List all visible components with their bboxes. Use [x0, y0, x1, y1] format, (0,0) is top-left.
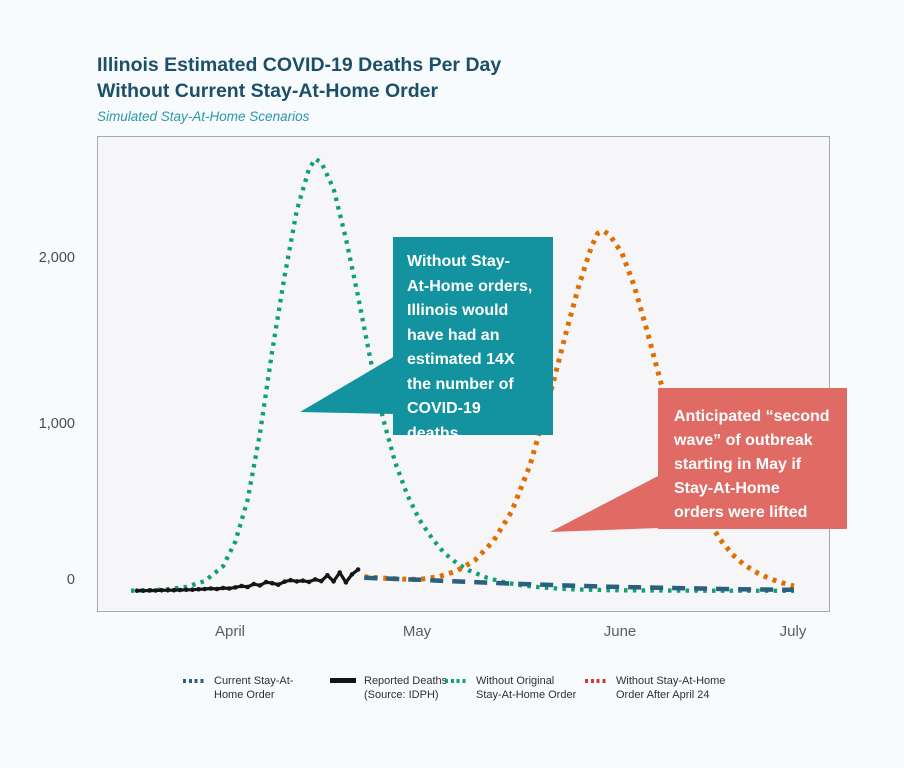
- callout-second-wave: Anticipated “second wave” of outbreak st…: [658, 388, 847, 529]
- title-line-1: Illinois Estimated COVID-19 Deaths Per D…: [97, 54, 502, 76]
- x-tick-june: June: [603, 623, 637, 640]
- callout-no-orders: Without Stay- At-Home orders, Illinois w…: [393, 237, 553, 442]
- plot-area: [97, 136, 830, 612]
- y-tick-1000: 1,000: [38, 416, 75, 432]
- page-title: Illinois Estimated COVID-19 Deaths Per D…: [97, 52, 501, 104]
- chart-subtitle: Simulated Stay-At-Home Scenarios: [97, 109, 310, 124]
- x-tick-april: April: [214, 623, 245, 640]
- legend-item-reported-deaths: Reported Deaths (Source: IDPH): [330, 674, 447, 702]
- legend-item-after-april-24: Without Stay-At-Home Order After April 2…: [585, 674, 725, 702]
- title-line-2: Without Current Stay-At-Home Order: [97, 80, 439, 102]
- legend-swatch-without-original: [445, 679, 468, 683]
- legend-swatch-current-order: [183, 679, 206, 683]
- plot-svg: [130, 156, 795, 593]
- legend-swatch-reported-deaths: [330, 678, 356, 683]
- x-tick-july: July: [779, 623, 807, 640]
- legend-item-current-order: Current Stay-At- Home Order: [183, 674, 293, 702]
- y-tick-2000: 2,000: [38, 250, 75, 266]
- legend-swatch-after-april-24: [585, 679, 608, 683]
- legend-label-current-order: Current Stay-At- Home Order: [214, 675, 294, 701]
- callout-no-orders-tail: [300, 356, 395, 414]
- callout-second-wave-tail: [550, 475, 660, 532]
- legend-item-without-original: Without Original Stay-At-Home Order: [445, 674, 576, 702]
- legend-label-reported-deaths: Reported Deaths (Source: IDPH): [364, 675, 448, 701]
- legend-label-without-original: Without Original Stay-At-Home Order: [476, 675, 577, 701]
- x-tick-may: May: [402, 623, 432, 640]
- legend-label-after-april-24: Without Stay-At-Home Order After April 2…: [616, 675, 726, 701]
- y-tick-0: 0: [66, 572, 75, 588]
